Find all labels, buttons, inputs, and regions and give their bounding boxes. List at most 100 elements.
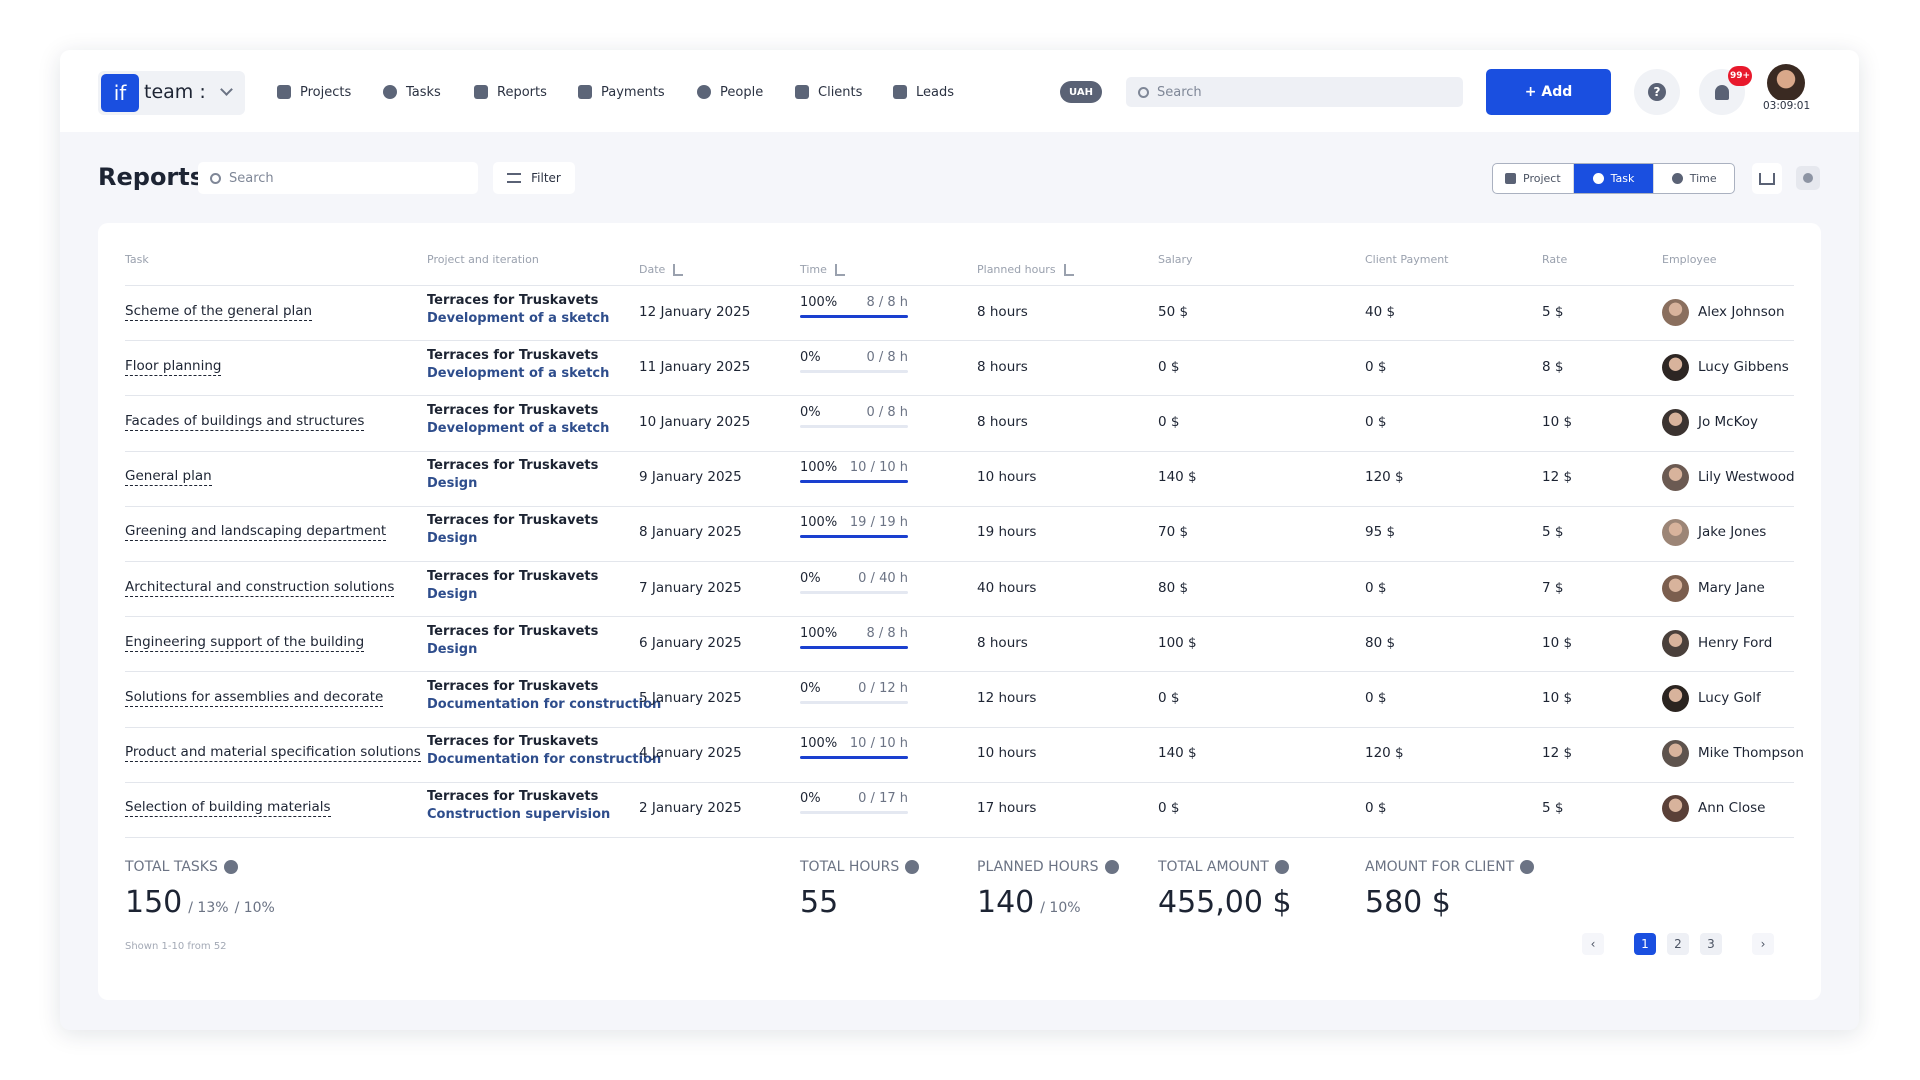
project-name[interactable]: Terraces for Truskavets (427, 789, 599, 805)
employee-name[interactable]: Henry Ford (1698, 634, 1773, 651)
iteration-name[interactable]: Design (427, 531, 478, 547)
page-prev[interactable]: ‹ (1582, 933, 1604, 955)
iteration-name[interactable]: Design (427, 586, 478, 602)
task-link[interactable]: Solutions for assemblies and decorate (125, 689, 384, 707)
view-option[interactable]: Time (1653, 164, 1734, 193)
info-icon[interactable] (1274, 860, 1289, 874)
employee-name[interactable]: Lucy Golf (1698, 690, 1761, 706)
iteration-name[interactable]: Development of a sketch (427, 310, 610, 326)
info-icon[interactable] (905, 860, 920, 874)
task-link[interactable]: Greening and landscaping department (125, 523, 387, 542)
employee-name[interactable]: Jake Jones (1698, 524, 1767, 541)
column-header[interactable]: Planned hours (977, 263, 1074, 276)
iteration-name[interactable]: Construction supervision (427, 807, 611, 823)
settings-button[interactable] (1796, 166, 1820, 190)
employee-name[interactable]: Jo McKoy (1698, 414, 1759, 430)
page-number[interactable]: 2 (1667, 933, 1689, 955)
nav-item[interactable]: Payments (578, 82, 665, 102)
task-link[interactable]: Selection of building materials (125, 799, 331, 818)
task-link[interactable]: Scheme of the general plan (125, 303, 313, 321)
employee-avatar[interactable] (1662, 795, 1689, 823)
iteration-name[interactable]: Documentation for construction (427, 752, 662, 768)
nav-item[interactable]: Projects (277, 82, 351, 102)
filter-button[interactable]: Filter (493, 162, 575, 194)
employee-avatar[interactable] (1662, 464, 1689, 492)
info-icon[interactable] (1104, 860, 1119, 874)
project-name[interactable]: Terraces for Truskavets (427, 403, 599, 418)
nav-item[interactable]: Tasks (383, 82, 441, 102)
info-icon[interactable] (223, 860, 238, 874)
currency-pill[interactable]: UAH (1060, 81, 1102, 103)
nav-item[interactable]: Leads (893, 82, 954, 102)
employee-name[interactable]: Ann Close (1698, 800, 1766, 817)
page-next[interactable]: › (1752, 933, 1774, 955)
employee-name[interactable]: Mike Thompson (1698, 745, 1804, 762)
timer[interactable]: 03:09:01 (1760, 100, 1814, 112)
employee-avatar[interactable] (1662, 629, 1689, 657)
salary: 140 $ (1158, 469, 1197, 486)
iteration-name[interactable]: Design (427, 641, 478, 657)
employee-name[interactable]: Mary Jane (1698, 579, 1765, 596)
salary: 80 $ (1158, 579, 1189, 596)
download-button[interactable] (1752, 163, 1782, 194)
global-search[interactable]: Search (1126, 77, 1463, 107)
iteration-name[interactable]: Development of a sketch (427, 421, 610, 436)
employee-avatar[interactable] (1662, 519, 1689, 547)
report-search[interactable]: Search (198, 162, 478, 194)
planned-hours: 12 hours (977, 690, 1037, 706)
page-number[interactable]: 1 (1634, 933, 1656, 955)
task-link[interactable]: Architectural and construction solutions (125, 579, 395, 597)
project-name[interactable]: Terraces for Truskavets (427, 292, 599, 308)
employee-avatar[interactable] (1662, 740, 1689, 768)
info-icon[interactable] (1520, 860, 1535, 874)
client-payment: 95 $ (1365, 524, 1396, 541)
task-link[interactable]: Facades of buildings and structures (125, 413, 365, 431)
project-name[interactable]: Terraces for Truskavets (427, 568, 599, 584)
employee-name[interactable]: Lucy Gibbens (1698, 358, 1789, 375)
view-option[interactable]: Task (1572, 164, 1654, 193)
date: 2 January 2025 (639, 800, 742, 817)
project-name[interactable]: Terraces for Truskavets (427, 458, 599, 474)
employee-name[interactable]: Alex Johnson (1698, 303, 1785, 320)
column-header: Rate (1542, 253, 1567, 266)
progress-percent: 100% (800, 294, 838, 310)
total-label: AMOUNT FOR CLIENT (1365, 859, 1535, 875)
project-name[interactable]: Terraces for Truskavets (427, 623, 599, 639)
employee-avatar[interactable] (1662, 353, 1689, 381)
view-toggle: Project Task Time (1492, 163, 1735, 194)
task-link[interactable]: Product and material specification solut… (125, 744, 421, 763)
nav-item[interactable]: Clients (795, 82, 862, 102)
column-header[interactable]: Time (800, 263, 845, 276)
task-link[interactable]: Engineering support of the building (125, 634, 365, 652)
nav-item[interactable]: People (697, 82, 763, 102)
salary: 70 $ (1158, 524, 1189, 541)
add-button[interactable]: + Add (1486, 69, 1611, 115)
page-number[interactable]: 3 (1700, 933, 1722, 955)
project-name[interactable]: Terraces for Truskavets (427, 679, 599, 694)
project-name[interactable]: Terraces for Truskavets (427, 513, 599, 529)
column-header[interactable]: Date (639, 263, 684, 276)
help-button[interactable]: ? (1634, 69, 1680, 115)
iteration-name[interactable]: Documentation for construction (427, 697, 662, 712)
employee-avatar[interactable] (1662, 685, 1689, 712)
nav-item[interactable]: Reports (474, 82, 547, 102)
employee-name[interactable]: Lily Westwood (1698, 469, 1795, 486)
row-divider (125, 340, 1794, 342)
iteration-name[interactable]: Design (427, 476, 478, 492)
total-label: TOTAL HOURS (800, 859, 920, 875)
view-option[interactable]: Project (1493, 164, 1573, 193)
employee-avatar[interactable] (1662, 409, 1689, 436)
task-link[interactable]: Floor planning (125, 358, 222, 376)
employee-avatar[interactable] (1662, 298, 1689, 326)
planned-hours: 8 hours (977, 414, 1028, 430)
progress-track (800, 425, 908, 428)
rate: 5 $ (1542, 800, 1564, 817)
workspace-switcher[interactable]: if team : (98, 71, 245, 115)
iteration-name[interactable]: Development of a sketch (427, 365, 610, 381)
project-name[interactable]: Terraces for Truskavets (427, 734, 599, 750)
user-avatar[interactable] (1767, 64, 1805, 102)
project-name[interactable]: Terraces for Truskavets (427, 347, 599, 363)
task-link[interactable]: General plan (125, 468, 212, 487)
view-label: Time (1689, 172, 1717, 185)
employee-avatar[interactable] (1662, 574, 1689, 602)
